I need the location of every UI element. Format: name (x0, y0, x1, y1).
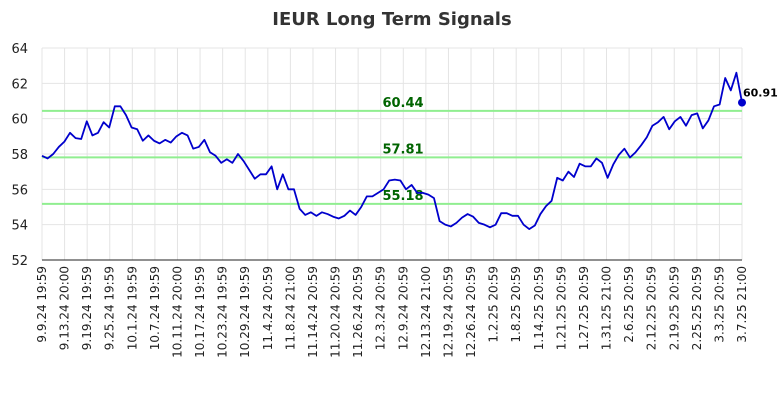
x-tick-label: 3.7.25 21:00 (735, 266, 749, 343)
x-tick-label: 9.19.24 19:59 (80, 266, 94, 350)
y-tick-label: 62 (11, 77, 28, 92)
x-tick-label: 9.13.24 20:00 (58, 266, 72, 350)
x-tick-label: 3.3.25 20:59 (712, 266, 726, 343)
x-tick-label: 11.8.24 21:00 (283, 266, 297, 350)
x-tick-label: 1.31.25 21:00 (600, 266, 614, 350)
x-tick-label: 11.20.24 20:59 (329, 266, 343, 358)
x-tick-label: 11.26.24 20:59 (351, 266, 365, 358)
y-tick-label: 64 (11, 42, 28, 57)
x-tick-label: 10.1.24 19:59 (125, 266, 139, 350)
y-tick-label: 52 (11, 254, 28, 269)
x-tick-label: 11.4.24 20:59 (261, 266, 275, 350)
x-tick-label: 2.25.25 20:59 (690, 266, 704, 350)
x-tick-label: 1.2.25 20:59 (487, 266, 501, 343)
x-tick-label: 12.26.24 20:59 (464, 266, 478, 358)
y-tick-label: 58 (11, 148, 28, 163)
x-tick-label: 12.13.24 21:00 (419, 266, 433, 358)
x-tick-label: 10.11.24 20:00 (170, 266, 184, 358)
x-tick-label: 12.9.24 20:59 (396, 266, 410, 350)
x-tick-label: 2.12.25 20:59 (645, 266, 659, 350)
last-price-point (738, 98, 746, 107)
x-tick-label: 1.14.25 20:59 (532, 266, 546, 350)
x-tick-label: 12.3.24 20:59 (374, 266, 388, 350)
x-tick-label: 1.21.25 20:59 (554, 266, 568, 350)
signal-levels: 60.44 57.81 55.18 (42, 96, 742, 205)
last-price-label: 60.91 (743, 87, 778, 100)
signal-level-label: 57.81 (382, 142, 423, 157)
signal-level-label: 60.44 (382, 96, 423, 111)
x-tick-label: 2.19.25 20:59 (667, 266, 681, 350)
x-tick-label: 12.19.24 20:59 (441, 266, 455, 358)
x-tick-label: 10.17.24 19:59 (193, 266, 207, 358)
x-tick-label: 10.29.24 19:59 (238, 266, 252, 358)
x-tick-label: 9.9.24 19:59 (35, 266, 49, 343)
price-line (41, 71, 743, 230)
chart-title: IEUR Long Term Signals (272, 9, 511, 30)
x-tick-label: 10.23.24 19:59 (216, 266, 230, 358)
x-tick-label: 9.25.24 19:59 (103, 266, 117, 350)
x-tick-label: 10.7.24 19:59 (148, 266, 162, 350)
y-axis: 52 54 56 58 60 62 64 (11, 42, 742, 269)
x-tick-label: 11.14.24 20:59 (306, 266, 320, 358)
y-tick-label: 60 (11, 113, 28, 128)
x-axis: 9.9.24 19:59 9.13.24 20:00 9.19.24 19:59 9.… (35, 266, 749, 358)
y-tick-label: 56 (11, 183, 28, 198)
y-tick-label: 54 (11, 219, 28, 234)
x-tick-label: 2.6.25 20:59 (622, 266, 636, 343)
price-series: 60.91 (41, 71, 778, 230)
x-tick-label: 1.8.25 20:59 (509, 266, 523, 343)
x-tick-label: 1.27.25 20:59 (577, 266, 591, 350)
grid (41, 47, 743, 261)
signal-level-label: 55.18 (382, 189, 423, 204)
